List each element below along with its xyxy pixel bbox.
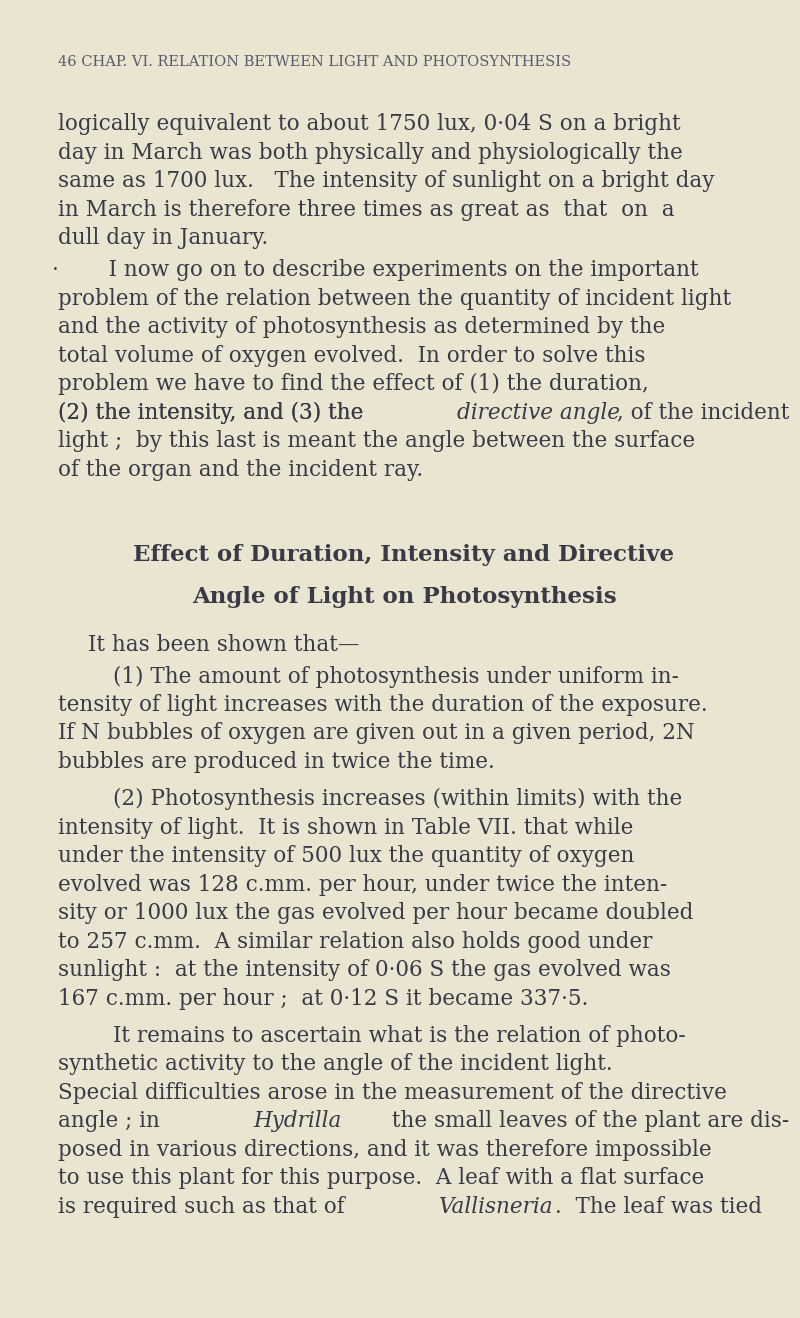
Text: the small leaves of the plant are dis-: the small leaves of the plant are dis-: [385, 1110, 790, 1132]
Text: It has been shown that—: It has been shown that—: [88, 634, 359, 656]
Text: Effect of Duration, Intensity and Directive: Effect of Duration, Intensity and Direct…: [134, 544, 674, 567]
Text: logically equivalent to about 1750 lux, 0·04 S on a bright: logically equivalent to about 1750 lux, …: [58, 113, 681, 136]
Text: .  The leaf was tied: . The leaf was tied: [554, 1195, 762, 1218]
Text: (2) the intensity, and (3) the: (2) the intensity, and (3) the: [58, 402, 370, 424]
Text: Special difficulties arose in the measurement of the directive: Special difficulties arose in the measur…: [58, 1082, 727, 1103]
Text: directive angle: directive angle: [458, 402, 620, 424]
Text: and the activity of photosynthesis as determined by the: and the activity of photosynthesis as de…: [58, 316, 666, 339]
Text: sunlight :  at the intensity of 0·06 S the gas evolved was: sunlight : at the intensity of 0·06 S th…: [58, 960, 671, 981]
Text: total volume of oxygen evolved.  In order to solve this: total volume of oxygen evolved. In order…: [58, 345, 646, 366]
Text: dull day in January.: dull day in January.: [58, 228, 268, 249]
Text: , of the incident: , of the incident: [618, 402, 790, 424]
Text: problem of the relation between the quantity of incident light: problem of the relation between the quan…: [58, 287, 731, 310]
Text: same as 1700 lux.   The intensity of sunlight on a bright day: same as 1700 lux. The intensity of sunli…: [58, 170, 714, 192]
Text: to 257 c.mm.  A similar relation also holds good under: to 257 c.mm. A similar relation also hol…: [58, 931, 652, 953]
Text: in March is therefore three times as great as  that  on  a: in March is therefore three times as gre…: [58, 199, 674, 221]
Text: day in March was both physically and physiologically the: day in March was both physically and phy…: [58, 142, 682, 163]
Text: bubbles are produced in twice the time.: bubbles are produced in twice the time.: [58, 751, 494, 772]
Text: (2) the intensity, and (3) the: (2) the intensity, and (3) the: [58, 402, 370, 424]
Text: intensity of light.  It is shown in Table VII. that while: intensity of light. It is shown in Table…: [58, 817, 634, 838]
Text: Angle of Light on Photosynthesis: Angle of Light on Photosynthesis: [192, 585, 616, 608]
Text: (2) Photosynthesis increases (within limits) with the: (2) Photosynthesis increases (within lim…: [113, 788, 682, 811]
Text: angle ; in: angle ; in: [58, 1110, 166, 1132]
Text: 167 c.mm. per hour ;  at 0·12 S it became 337·5.: 167 c.mm. per hour ; at 0·12 S it became…: [58, 987, 588, 1010]
Text: I now go on to describe experiments on the important: I now go on to describe experiments on t…: [88, 260, 698, 281]
Text: ·: ·: [52, 260, 58, 281]
Text: under the intensity of 500 lux the quantity of oxygen: under the intensity of 500 lux the quant…: [58, 845, 634, 867]
Text: It remains to ascertain what is the relation of photo-: It remains to ascertain what is the rela…: [113, 1024, 686, 1046]
Text: posed in various directions, and it was therefore impossible: posed in various directions, and it was …: [58, 1139, 712, 1161]
Text: If N bubbles of oxygen are given out in a given period, 2N: If N bubbles of oxygen are given out in …: [58, 722, 695, 745]
Text: tensity of light increases with the duration of the exposure.: tensity of light increases with the dura…: [58, 695, 708, 716]
Text: sity or 1000 lux the gas evolved per hour became doubled: sity or 1000 lux the gas evolved per hou…: [58, 902, 694, 924]
Text: of the organ and the incident ray.: of the organ and the incident ray.: [58, 459, 423, 481]
Text: Hydrilla: Hydrilla: [254, 1110, 342, 1132]
Text: to use this plant for this purpose.  A leaf with a flat surface: to use this plant for this purpose. A le…: [58, 1166, 704, 1189]
Text: light ;  by this last is meant the angle between the surface: light ; by this last is meant the angle …: [58, 431, 695, 452]
Text: evolved was 128 c.mm. per hour, under twice the inten-: evolved was 128 c.mm. per hour, under tw…: [58, 874, 667, 895]
Text: Vallisneria: Vallisneria: [438, 1195, 554, 1218]
Text: synthetic activity to the angle of the incident light.: synthetic activity to the angle of the i…: [58, 1053, 613, 1075]
Text: (1) The amount of photosynthesis under uniform in-: (1) The amount of photosynthesis under u…: [113, 666, 679, 688]
Text: 46 CHAP. VI. RELATION BETWEEN LIGHT AND PHOTOSYNTHESIS: 46 CHAP. VI. RELATION BETWEEN LIGHT AND …: [58, 55, 571, 69]
Text: problem we have to find the effect of (1) the duration,: problem we have to find the effect of (1…: [58, 373, 649, 395]
Text: is required such as that of: is required such as that of: [58, 1195, 352, 1218]
